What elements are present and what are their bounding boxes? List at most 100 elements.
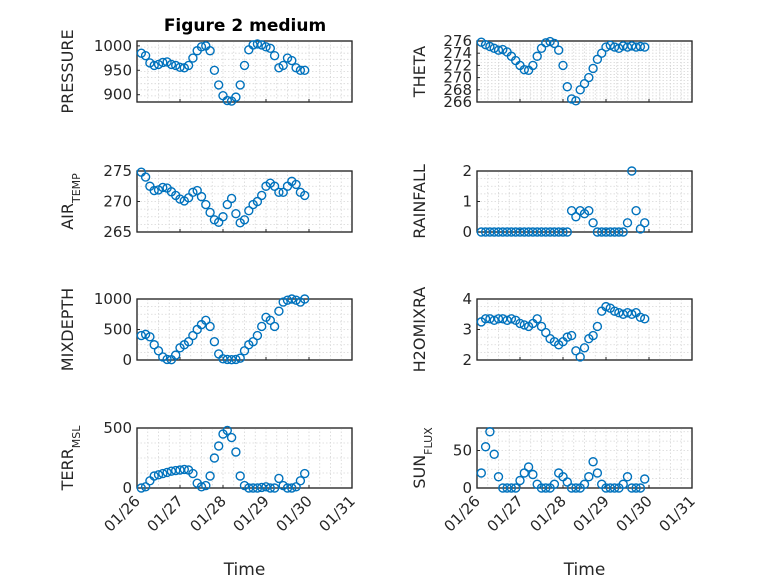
data-point [145, 332, 155, 342]
data-point [562, 477, 572, 487]
y-tick-label: 0 [122, 479, 132, 497]
data-point [175, 194, 185, 204]
data-point [222, 95, 233, 106]
data-point [291, 179, 301, 190]
data-point [183, 60, 194, 71]
y-tick-label: 272 [443, 56, 472, 74]
data-point [635, 41, 646, 52]
data-point [149, 60, 159, 71]
data-point [201, 315, 211, 326]
data-point [631, 205, 641, 216]
y-tick-label: 265 [103, 223, 132, 241]
y-axis-label: MIXDEPTH [58, 288, 77, 371]
data-point [532, 314, 542, 324]
y-tick-label: 1000 [94, 290, 132, 308]
y-tick-label: 276 [443, 32, 472, 50]
data-point [511, 483, 521, 493]
data-point [149, 185, 159, 196]
data-point [257, 190, 267, 201]
y-tick-label: 900 [103, 86, 132, 104]
x-tick-label: 01/27 [484, 492, 527, 535]
data-point [300, 294, 310, 304]
data-point [209, 337, 220, 347]
data-point [584, 205, 594, 216]
data-point [136, 330, 147, 341]
data-point [571, 483, 581, 493]
data-point [278, 297, 288, 307]
data-point [205, 471, 215, 481]
data-point [153, 470, 164, 480]
data-point [532, 51, 542, 61]
data-point [627, 166, 637, 176]
data-point [635, 224, 646, 234]
data-point [205, 321, 215, 332]
data-point [523, 462, 534, 472]
data-point [188, 330, 198, 341]
data-point [158, 57, 168, 68]
data-point [196, 191, 207, 202]
data-point [480, 39, 491, 50]
data-point [300, 190, 310, 201]
y-tick-label: 270 [103, 193, 132, 211]
data-point [188, 187, 198, 198]
data-point [213, 441, 224, 451]
data-point [170, 350, 181, 360]
figure-title: Figure 2 medium [164, 16, 326, 36]
y-tick-label: 274 [443, 44, 472, 62]
data-point [519, 64, 529, 75]
data-point [493, 314, 504, 324]
data-point [549, 38, 560, 49]
data-point [252, 196, 263, 207]
data-point [528, 469, 538, 480]
data-point [188, 53, 198, 63]
data-point [278, 60, 288, 71]
data-point [545, 36, 555, 47]
data-point [274, 473, 284, 484]
data-point [571, 212, 581, 222]
data-point [239, 60, 250, 71]
data-point [558, 60, 568, 71]
data-point [166, 59, 177, 70]
data-point [162, 467, 172, 478]
data-point [257, 40, 267, 50]
data-point [278, 187, 288, 198]
data-point [622, 472, 633, 482]
data-point [640, 314, 650, 324]
data-point [170, 465, 181, 476]
data-point [618, 227, 628, 237]
data-point [506, 314, 517, 324]
data-point [480, 314, 491, 324]
data-point [489, 449, 499, 459]
data-point [592, 321, 603, 332]
y-tick-label: 50 [453, 442, 472, 460]
data-point [209, 65, 220, 75]
subplot-1: 900 950 1000 PRESSURE [58, 29, 353, 114]
y-tick-label: 500 [103, 419, 132, 437]
data-point [239, 215, 250, 225]
data-point [515, 475, 525, 486]
x-tick-label: 01/30 [273, 492, 316, 535]
data-point [235, 471, 245, 481]
data-point [205, 207, 215, 218]
y-tick-label: 2 [462, 351, 472, 369]
y-tick-label: 500 [103, 321, 132, 339]
data-point [140, 50, 151, 61]
y-tick-label: 1000 [94, 37, 132, 55]
data-point [609, 42, 620, 52]
data-point [579, 343, 590, 353]
data-point [244, 205, 254, 216]
x-tick-label: 01/28 [187, 492, 230, 535]
y-axis-label: THETA [410, 46, 429, 98]
data-point [584, 472, 594, 482]
data-point [584, 72, 594, 83]
y-axis-label: PRESSURE [58, 29, 77, 113]
data-point [201, 199, 211, 210]
data-point [231, 447, 241, 457]
y-tick-label: 268 [443, 81, 472, 99]
x-axis-label: Time [563, 560, 606, 580]
subplot-5: 0 500 1000 MIXDEPTH [58, 288, 353, 371]
data-point [528, 60, 538, 71]
y-axis-label: H2OMIXRA [410, 287, 429, 373]
data-point [274, 306, 284, 316]
